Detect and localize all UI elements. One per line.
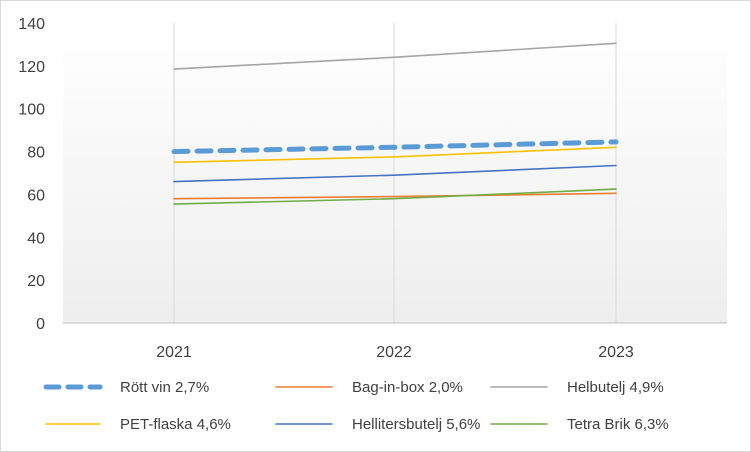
legend-label: Hellitersbutelj 5,6%	[352, 416, 480, 433]
series-line-1	[173, 192, 617, 200]
y-tick-label: 80	[27, 145, 45, 162]
plot-area	[63, 23, 727, 323]
series-line-0	[171, 139, 619, 155]
x-tick-label: 2021	[156, 344, 192, 361]
legend-label: Rött vin 2,7%	[120, 379, 209, 396]
y-tick-label: 140	[18, 16, 45, 33]
legend-item-2: Helbutelj 4,9%	[490, 379, 664, 396]
y-tick-label: 20	[27, 273, 45, 290]
series-line-5	[173, 188, 617, 205]
legend-label: Tetra Brik 6,3%	[567, 416, 669, 433]
series-line-3	[173, 146, 617, 164]
y-tick-label: 100	[18, 102, 45, 119]
legend: Rött vin 2,7% Bag-in-box 2,0% Helbutelj 4,…	[43, 379, 669, 433]
y-tick-label: 40	[27, 230, 45, 247]
x-tick-label: 2023	[598, 344, 634, 361]
legend-label: Helbutelj 4,9%	[567, 379, 664, 396]
grid-layer	[173, 23, 617, 323]
legend-item-1: Bag-in-box 2,0%	[275, 379, 463, 396]
x-tick-label: 2022	[376, 344, 412, 361]
y-tick-label: 120	[18, 59, 45, 76]
legend-item-5: Tetra Brik 6,3%	[490, 416, 669, 433]
y-tick-label: 0	[36, 316, 45, 333]
series-layer	[171, 42, 619, 205]
legend-item-4: Hellitersbutelj 5,6%	[275, 416, 480, 433]
y-tick-label: 60	[27, 187, 45, 204]
legend-label: PET-flaska 4,6%	[120, 416, 231, 433]
legend-item-3: PET-flaska 4,6%	[45, 416, 231, 433]
legend-item-0: Rött vin 2,7%	[43, 379, 209, 396]
legend-label: Bag-in-box 2,0%	[352, 379, 463, 396]
series-line-2	[173, 42, 617, 70]
axis-layer: 0 20 40 60 80 100 120 140 2021 2022 2023	[18, 16, 727, 361]
series-line-4	[173, 164, 617, 183]
